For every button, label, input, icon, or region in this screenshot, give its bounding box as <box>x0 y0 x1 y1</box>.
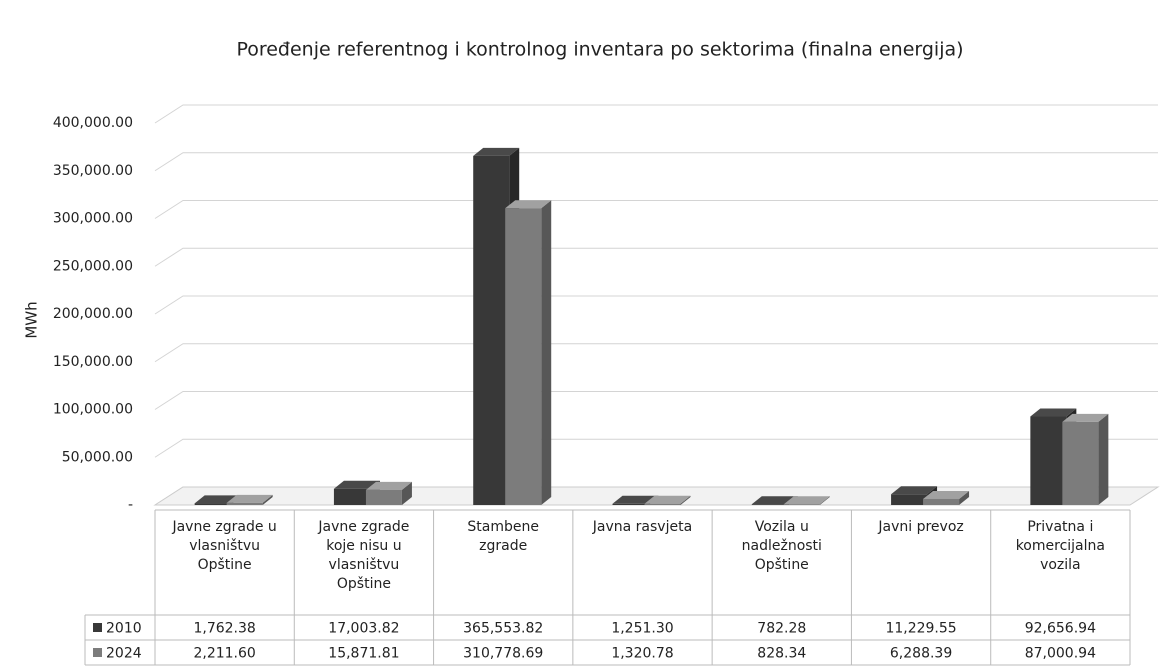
table-value: 828.34 <box>757 646 806 662</box>
x-tick-label: Stambene zgrade <box>467 519 539 554</box>
table-value: 87,000.94 <box>1025 646 1096 662</box>
grid-line <box>154 391 1158 410</box>
x-tick-label: Javne zgrade u vlasništvu Opštine <box>172 519 277 573</box>
x-tick-label: Privatna i komercijalna vozila <box>1015 519 1105 573</box>
bar-top <box>644 495 691 504</box>
grid-line <box>154 295 1158 315</box>
y-tick-label: 400,000.00 <box>53 115 133 131</box>
table-value: 92,656.94 <box>1025 621 1096 637</box>
table-value: 310,778.69 <box>463 646 543 662</box>
bar-side <box>819 496 830 505</box>
x-tick-label: Javne zgrade koje nisu u vlasništvu Opšt… <box>318 519 410 592</box>
table-value: 365,553.82 <box>463 621 543 637</box>
table-value: 15,871.81 <box>328 646 399 662</box>
bar-side <box>959 490 970 505</box>
y-axis-label: MWh <box>23 301 41 338</box>
bar-side <box>680 495 691 505</box>
y-tick-label: - <box>128 497 133 513</box>
y-tick-label: 200,000.00 <box>53 306 133 322</box>
legend-label: 2024 <box>106 646 142 662</box>
grid-line <box>154 343 1158 363</box>
bar-top <box>1062 413 1109 422</box>
grid-line <box>154 247 1158 267</box>
bar-side <box>541 200 552 505</box>
y-tick-label: 50,000.00 <box>62 449 133 465</box>
table-value: 2,211.60 <box>193 646 255 662</box>
bar <box>612 503 649 505</box>
bar <box>333 488 370 505</box>
legend-key <box>93 623 102 632</box>
bar-top <box>473 147 520 156</box>
bar-top <box>923 490 970 499</box>
chart-title: Poređenje referentnog i kontrolnog inven… <box>236 39 963 61</box>
table-value: 1,320.78 <box>611 646 673 662</box>
bar <box>1062 421 1099 505</box>
bar <box>751 504 788 505</box>
bar-top <box>783 496 830 505</box>
y-tick-label: 300,000.00 <box>53 211 133 227</box>
grid-line <box>154 104 1158 124</box>
bar-side <box>262 494 273 505</box>
table-value: 11,229.55 <box>885 621 956 637</box>
y-tick-label: 150,000.00 <box>53 354 133 370</box>
bar <box>194 503 231 505</box>
table-value: 782.28 <box>757 621 806 637</box>
grid-line <box>154 200 1158 219</box>
grid-line <box>154 152 1158 172</box>
grid-line <box>154 438 1158 458</box>
bar-top <box>365 481 412 490</box>
y-tick-label: 350,000.00 <box>53 163 133 179</box>
table-value: 1,251.30 <box>611 621 673 637</box>
y-tick-label: 250,000.00 <box>53 258 133 274</box>
bar <box>473 155 510 505</box>
bar <box>226 502 263 505</box>
table-value: 1,762.38 <box>193 621 255 637</box>
bar <box>644 503 681 505</box>
bar-top <box>505 200 552 209</box>
bar <box>891 494 928 505</box>
x-tick-label: Vozila u nadležnosti Opštine <box>741 519 822 573</box>
bar <box>783 504 820 505</box>
bar <box>505 208 542 505</box>
bar-top <box>333 480 380 489</box>
x-tick-label: Javni prevoz <box>878 519 964 535</box>
legend-label: 2010 <box>106 621 142 637</box>
bar-side <box>401 481 412 505</box>
legend-key <box>93 648 102 657</box>
table-value: 17,003.82 <box>328 621 399 637</box>
bar-side <box>1098 413 1109 505</box>
bar <box>365 489 402 505</box>
x-tick-label: Javna rasvjeta <box>592 519 693 535</box>
bar-top <box>226 494 273 503</box>
y-tick-label: 100,000.00 <box>53 402 133 418</box>
bar <box>923 498 960 505</box>
bar <box>1030 416 1067 505</box>
bar-top <box>1030 408 1077 417</box>
table-value: 6,288.39 <box>890 646 952 662</box>
bar-top <box>891 486 938 495</box>
